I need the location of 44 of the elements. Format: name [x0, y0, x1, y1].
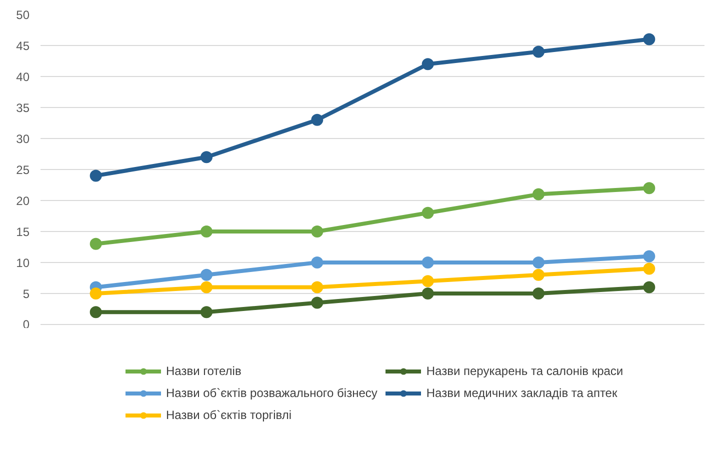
point — [422, 288, 434, 300]
point — [532, 288, 544, 300]
point — [200, 226, 212, 238]
point — [90, 306, 102, 318]
y-tick-label: 30 — [16, 132, 30, 146]
y-tick-label: 25 — [16, 163, 30, 177]
point — [90, 170, 102, 182]
y-tick-label: 5 — [22, 287, 30, 301]
y-tick-label: 45 — [16, 39, 30, 53]
point — [200, 306, 212, 318]
y-tick-label: 15 — [16, 225, 30, 239]
point — [311, 256, 324, 268]
point — [643, 182, 656, 194]
y-tick-label: 50 — [16, 8, 30, 22]
point — [311, 114, 324, 126]
legend-label: Назви медичних закладів та аптек — [426, 386, 618, 400]
point — [200, 151, 212, 164]
point — [200, 281, 212, 294]
point — [532, 256, 544, 268]
y-tick-label: 40 — [16, 70, 30, 84]
point — [422, 256, 434, 268]
point — [311, 296, 324, 309]
legend-label: Назви готелів — [166, 364, 242, 378]
point — [422, 206, 434, 219]
point — [532, 268, 544, 281]
point — [643, 262, 656, 275]
point — [422, 275, 434, 288]
point — [643, 33, 656, 46]
y-tick-label: 10 — [16, 256, 30, 270]
point — [532, 188, 544, 200]
legend-label: Назви об`єктів розважального бізнесу — [166, 386, 378, 400]
point — [200, 268, 212, 281]
point — [311, 281, 324, 294]
legend-label: Назви перукарень та салонів краси — [426, 364, 624, 378]
point — [532, 46, 544, 58]
point — [643, 281, 656, 294]
point — [311, 226, 324, 238]
point — [643, 250, 656, 262]
y-tick-label: 35 — [16, 101, 30, 115]
point — [422, 58, 434, 70]
point — [90, 238, 102, 250]
legend-label: Назви об`єктів торгівлі — [166, 408, 292, 422]
y-tick-label: 20 — [16, 194, 30, 208]
point — [90, 288, 102, 300]
